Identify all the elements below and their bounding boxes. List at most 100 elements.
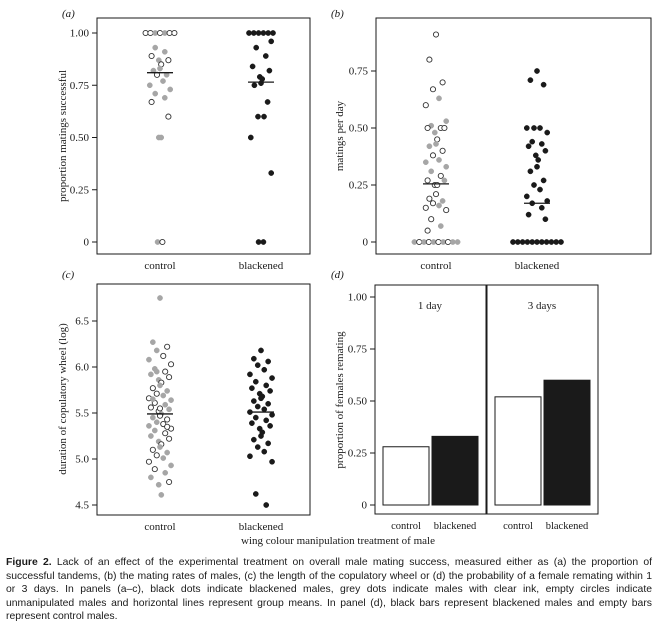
- data-point-control: [436, 202, 442, 209]
- panel-a-frame: [96, 17, 311, 255]
- data-point-control: [157, 444, 163, 450]
- data-point-control: [153, 452, 160, 459]
- data-point-blackened: [255, 239, 262, 245]
- data-point-control: [158, 492, 165, 498]
- data-point-control: [167, 361, 175, 368]
- data-point-control: [439, 147, 446, 154]
- data-point-blackened: [534, 163, 540, 170]
- data-point-blackened: [548, 239, 555, 245]
- data-point-blackened: [525, 143, 532, 150]
- data-point-blackened: [261, 406, 268, 413]
- data-point-blackened: [553, 239, 560, 245]
- data-point-blackened: [255, 113, 261, 120]
- data-point-control: [425, 238, 432, 246]
- data-point-control: [152, 44, 159, 51]
- data-point-control: [150, 414, 156, 421]
- panel-c-xtick-blackened: blackened: [239, 521, 284, 533]
- data-point-blackened: [251, 355, 257, 362]
- data-point-control: [167, 86, 174, 93]
- data-point-control: [161, 48, 168, 55]
- data-point-control: [166, 374, 173, 381]
- panel-c-label: (c): [62, 269, 75, 281]
- panel-a-xtick-blackened: blackened: [239, 260, 284, 272]
- ytick-label: 4.5: [75, 500, 89, 512]
- data-point-control: [148, 98, 155, 106]
- data-point-blackened: [537, 186, 543, 193]
- panel-d-facet-2-frame: [486, 284, 599, 515]
- data-point-blackened: [263, 382, 270, 389]
- caption-text: Lack of an effect of the experimental tr…: [6, 557, 652, 623]
- data-point-blackened: [542, 216, 549, 223]
- bar-control-1-day: [382, 446, 430, 506]
- data-point-control: [145, 458, 152, 465]
- data-point-control: [157, 382, 163, 389]
- panel-c-points: [145, 295, 275, 508]
- data-point-control: [160, 78, 166, 84]
- data-point-blackened: [538, 204, 545, 211]
- data-point-control: [434, 181, 441, 189]
- panel-a-yticks: 0 0.25 0.50 0.75 1.00: [70, 28, 97, 249]
- data-point-blackened: [268, 170, 275, 176]
- data-point-control: [435, 238, 442, 246]
- data-point-blackened: [543, 239, 550, 245]
- data-point-control: [422, 102, 429, 109]
- data-point-control: [148, 52, 155, 60]
- data-point-control: [436, 157, 442, 163]
- data-point-control: [166, 435, 173, 442]
- data-point-blackened: [542, 147, 549, 154]
- data-point-control: [166, 406, 172, 413]
- data-point-control: [160, 352, 167, 360]
- data-point-blackened: [523, 193, 530, 200]
- ytick-label: 0: [84, 237, 90, 249]
- data-point-blackened: [529, 138, 536, 145]
- data-point-control: [422, 159, 429, 166]
- data-point-control: [150, 339, 156, 346]
- data-point-blackened: [246, 30, 252, 36]
- panel-c-yticks: 4.5 5.0 5.5 6.0 6.5: [75, 316, 97, 512]
- panel-d-facet-2-label: 3 days: [528, 300, 556, 312]
- data-point-control: [444, 238, 452, 246]
- ytick-label: 1.00: [348, 292, 368, 304]
- data-point-control: [431, 129, 438, 136]
- data-point-blackened: [267, 388, 273, 394]
- panel-b: (b) matings per day control blackened 00…: [331, 8, 652, 272]
- data-point-blackened: [523, 125, 530, 131]
- ytick-label: 0.75: [348, 344, 368, 356]
- data-point-control: [151, 466, 158, 473]
- data-point-control: [153, 419, 160, 426]
- data-point-control: [162, 401, 169, 408]
- data-point-blackened: [532, 152, 539, 159]
- data-point-blackened: [531, 125, 537, 131]
- data-point-blackened: [269, 458, 275, 465]
- data-point-blackened: [258, 347, 264, 354]
- data-point-control: [153, 347, 160, 354]
- data-point-control: [147, 29, 154, 37]
- data-point-blackened: [263, 502, 270, 508]
- data-point-control: [162, 430, 169, 437]
- data-point-control: [441, 177, 448, 184]
- panel-d-xtick-1-control: control: [391, 521, 421, 532]
- data-point-control: [433, 141, 439, 147]
- data-point-control: [441, 124, 448, 132]
- data-point-blackened: [263, 417, 270, 424]
- data-point-blackened: [260, 30, 267, 36]
- ytick-label: 6.0: [75, 362, 89, 374]
- data-point-blackened: [510, 239, 516, 245]
- data-point-control: [449, 239, 456, 245]
- data-point-control: [149, 385, 156, 392]
- data-point-control: [171, 29, 178, 37]
- data-point-control: [148, 433, 154, 439]
- panel-d: (d) 1 day 3 days proportion of females r…: [331, 269, 599, 532]
- data-point-control: [153, 390, 160, 397]
- data-point-blackened: [261, 113, 267, 120]
- data-point-control: [146, 82, 153, 89]
- data-point-control: [437, 223, 444, 229]
- data-point-blackened: [265, 30, 272, 36]
- data-point-blackened: [250, 30, 257, 36]
- data-point-control: [168, 397, 174, 403]
- data-point-control: [416, 238, 423, 246]
- panel-b-xtick-blackened: blackened: [515, 260, 560, 272]
- panel-b-label: (b): [331, 8, 344, 20]
- data-point-blackened: [540, 177, 547, 184]
- panel-c-frame: [96, 283, 311, 516]
